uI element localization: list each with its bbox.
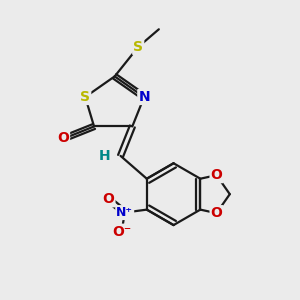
- Text: O: O: [57, 131, 69, 145]
- Text: S: S: [80, 90, 90, 104]
- Text: N⁺: N⁺: [116, 206, 133, 219]
- Text: S: S: [133, 40, 143, 54]
- Text: O: O: [211, 168, 223, 182]
- Text: O⁻: O⁻: [112, 225, 131, 239]
- Text: O: O: [103, 192, 114, 206]
- Text: N: N: [138, 90, 150, 104]
- Text: H: H: [98, 149, 110, 163]
- Text: O: O: [211, 206, 223, 220]
